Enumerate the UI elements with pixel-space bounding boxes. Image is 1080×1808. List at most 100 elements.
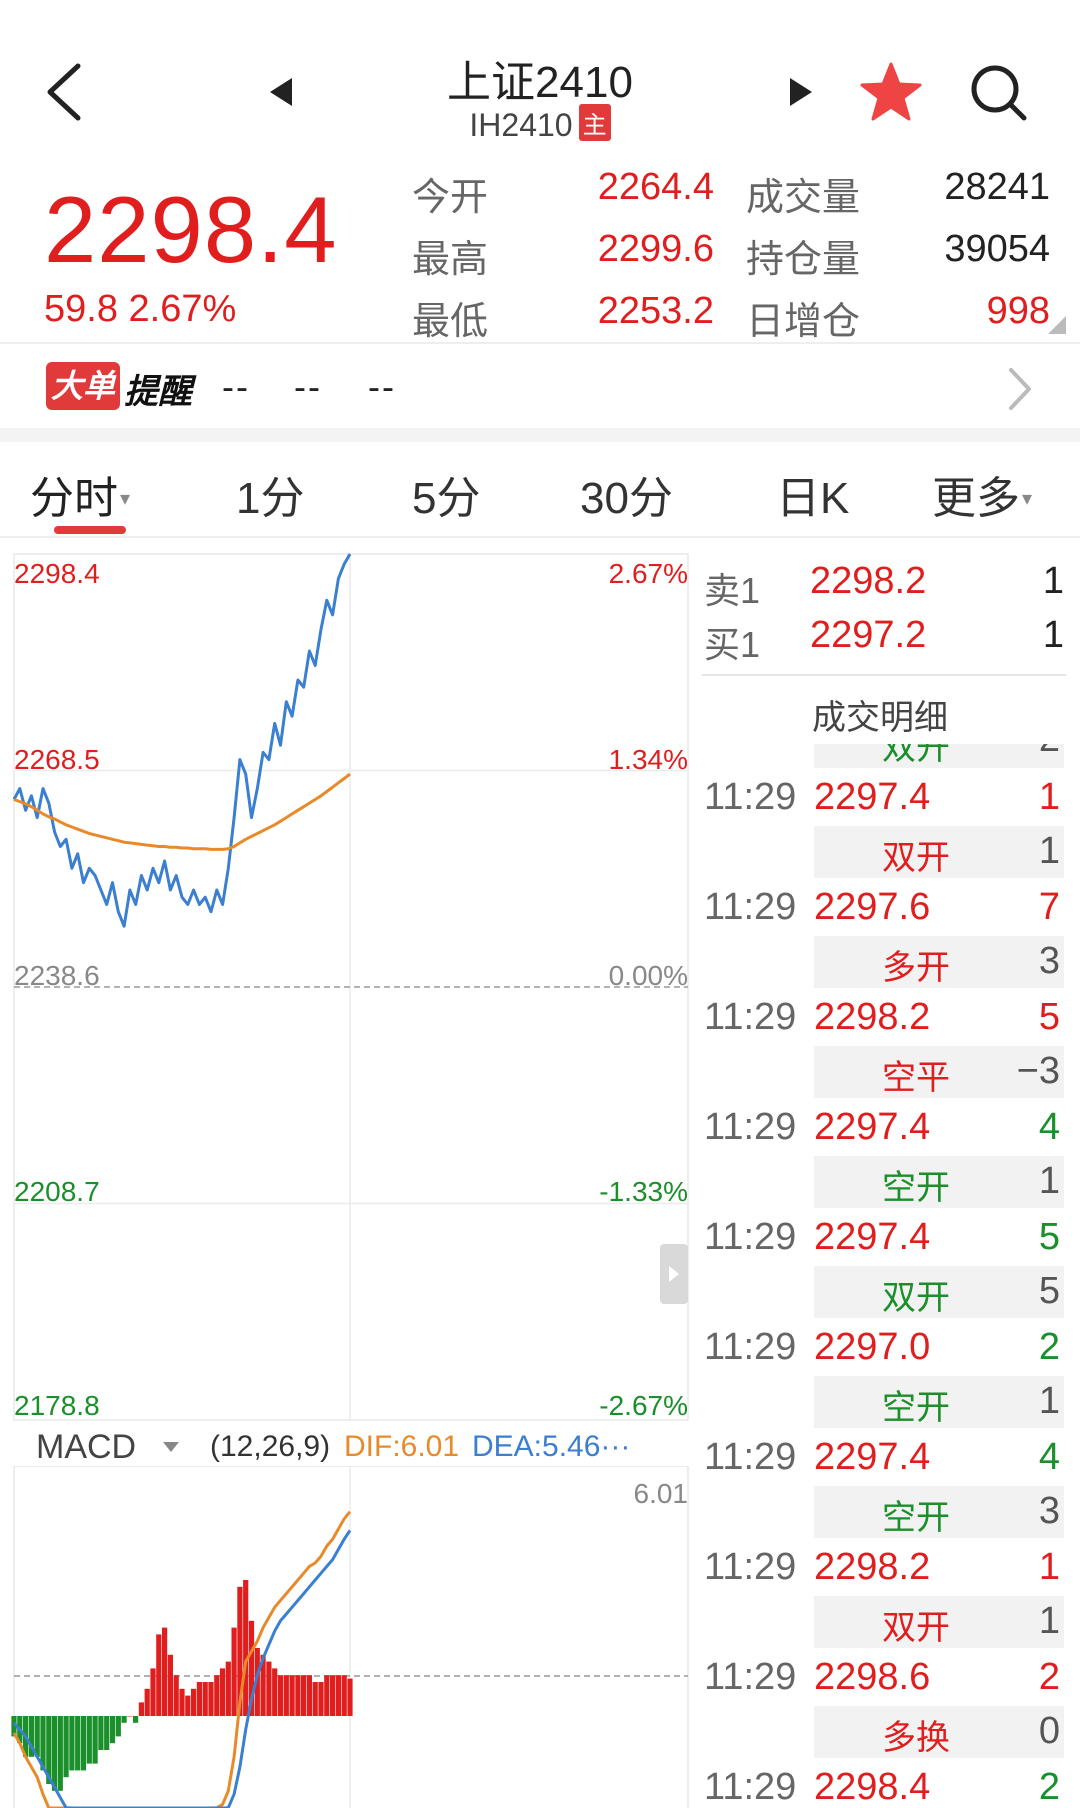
macd-histogram-bar (57, 1716, 63, 1791)
macd-histogram-bar (46, 1716, 52, 1784)
trade-qty: 2 (1038, 1766, 1060, 1808)
previous-contract-icon[interactable] (270, 78, 292, 106)
trade-price: 2297.4 (814, 776, 931, 818)
macd-histogram-bar (28, 1716, 34, 1757)
divider (702, 674, 1066, 676)
stat-value-low: 2253.2 (597, 290, 714, 332)
macd-histogram-bar (295, 1675, 301, 1716)
macd-histogram-bar (231, 1627, 237, 1716)
macd-histogram-bar (260, 1654, 266, 1716)
trade-sub-row (814, 1706, 1064, 1758)
trade-price: 2297.6 (814, 886, 931, 928)
tab-daily-k[interactable]: 日K (776, 474, 850, 523)
back-arrow-icon[interactable] (44, 62, 84, 122)
search-icon[interactable] (968, 60, 1030, 126)
tab-1min[interactable]: 1分 (236, 474, 305, 523)
y-right-label: -2.67% (599, 1390, 688, 1421)
macd-histogram-bar (289, 1675, 295, 1716)
tab-intraday-caret: ▾ (120, 488, 131, 510)
y-left-label: 2298.4 (14, 558, 100, 589)
macd-histogram-bar (202, 1682, 208, 1716)
macd-histogram-bar (330, 1675, 336, 1716)
chevron-right-icon[interactable] (1005, 366, 1035, 412)
macd-histogram-bar (69, 1716, 75, 1771)
trade-type: 双开 (882, 1609, 950, 1647)
y-left-label: 2208.7 (14, 1176, 100, 1207)
divider (0, 536, 1080, 538)
bid-1-label: 买1 (704, 624, 761, 665)
trade-type: 空开 (882, 1499, 950, 1537)
macd-dropdown-icon[interactable] (162, 1440, 180, 1454)
tab-intraday-label: 分时 (30, 474, 118, 523)
trade-sub-row (814, 1596, 1064, 1648)
macd-histogram-bar (277, 1675, 284, 1716)
trade-time: 11:29 (704, 1766, 797, 1808)
macd-title[interactable]: MACD (36, 1428, 137, 1466)
macd-histogram-bar (196, 1682, 202, 1716)
trade-type: 多换 (882, 1719, 950, 1757)
macd-histogram-bar (341, 1675, 347, 1716)
tab-intraday[interactable]: 分时 ▾ (30, 462, 130, 526)
macd-histogram-bar (243, 1580, 249, 1716)
macd-histogram-bar (254, 1648, 260, 1716)
big-order-label: 提醒 (124, 373, 192, 411)
macd-histogram-bar (185, 1695, 191, 1716)
stat-label-daily-oi-change: 日增仓 (746, 301, 861, 343)
macd-histogram-bar (51, 1716, 58, 1791)
trade-time: 11:29 (704, 1656, 797, 1698)
macd-histogram-bar (283, 1675, 289, 1716)
last-price: 2298.4 (44, 177, 338, 282)
trade-sub-row (814, 936, 1064, 988)
macd-histogram-bar (237, 1586, 243, 1716)
macd-histogram-bar (214, 1675, 220, 1716)
trade-qty: 5 (1038, 1216, 1060, 1258)
trade-time: 11:29 (704, 1106, 797, 1148)
next-contract-icon[interactable] (790, 78, 812, 106)
price-change: 59.8 2.67% (44, 288, 237, 330)
macd-histogram-bar (150, 1668, 156, 1716)
intraday-chart[interactable] (0, 548, 700, 1428)
tab-30min[interactable]: 30分 (580, 474, 673, 523)
tab-more-label: 更多 (932, 474, 1020, 523)
macd-histogram-bar (63, 1716, 69, 1778)
trade-type: 多开 (882, 949, 950, 987)
stat-label-open-interest: 持仓量 (746, 239, 861, 281)
stat-value-high: 2299.6 (597, 228, 714, 270)
macd-histogram-bar (306, 1675, 312, 1716)
macd-histogram-bar (208, 1682, 214, 1716)
macd-top-label: 6.01 (633, 1478, 689, 1509)
trade-time: 11:29 (704, 1326, 797, 1368)
panel-collapse-handle[interactable] (660, 1244, 688, 1304)
trade-time: 11:29 (704, 996, 797, 1038)
macd-params: (12,26,9) (210, 1430, 331, 1463)
stat-label-volume: 成交量 (746, 177, 861, 219)
trade-time: 11:29 (704, 1436, 797, 1478)
trade-list[interactable]: 双开211:292297.41双开111:292297.67多开311:2922… (700, 744, 1080, 1808)
macd-histogram-bar (138, 1702, 144, 1716)
trade-sub-qty: 1 (1038, 1160, 1060, 1202)
macd-chart[interactable] (0, 1466, 700, 1808)
ask-1-qty: 1 (1042, 560, 1064, 602)
macd-histogram-bar (34, 1716, 40, 1757)
y-right-label: 0.00% (608, 960, 688, 991)
trade-sub-row (814, 1376, 1064, 1428)
trade-qty: 1 (1038, 776, 1060, 818)
macd-histogram-bar (318, 1682, 324, 1716)
y-right-label: -1.33% (599, 1176, 688, 1207)
trade-price: 2298.6 (814, 1656, 931, 1698)
main-contract-badge: 主 (578, 104, 611, 141)
trade-qty: 2 (1038, 1326, 1060, 1368)
tab-more[interactable]: 更多 ▾ (932, 462, 1032, 526)
macd-histogram-bar (162, 1627, 168, 1716)
trade-sub-qty: 1 (1038, 830, 1060, 872)
tab-5min[interactable]: 5分 (412, 474, 481, 523)
trade-details-title[interactable]: 成交明细 (812, 699, 948, 737)
average-price-line (13, 772, 351, 851)
stat-label-open: 今开 (412, 177, 489, 219)
stat-label-high: 最高 (412, 239, 489, 281)
page-title: 上证2410 (447, 58, 633, 107)
trade-sub-qty: 3 (1038, 940, 1060, 982)
y-left-label: 2268.5 (14, 744, 100, 775)
trade-qty: 2 (1038, 1656, 1060, 1698)
favorite-star-icon[interactable] (858, 60, 924, 126)
